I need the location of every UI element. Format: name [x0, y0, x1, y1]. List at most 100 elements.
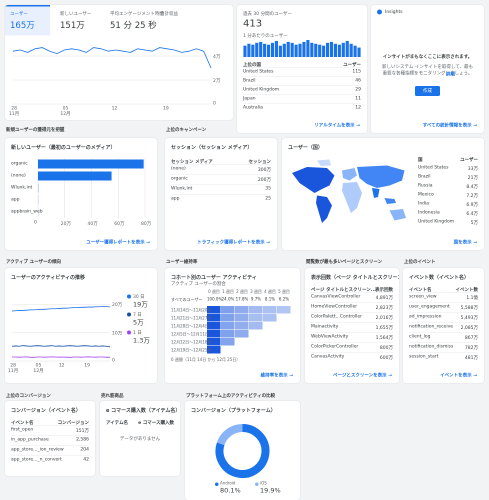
- row-divider: [243, 103, 361, 104]
- card-title: セッション（セッション メディア）: [171, 145, 253, 151]
- section-heading: 上位のコンバージョン: [6, 393, 51, 399]
- table-header: 表示回数: [374, 287, 393, 293]
- table-header: ページ タイトルとスクリーン...: [311, 287, 376, 293]
- legend-value: 19.9%: [260, 487, 281, 495]
- insights-heading: インサイトがまもなくここに表示されます。: [382, 54, 473, 60]
- table-cell: 1.1億: [466, 295, 478, 301]
- row-divider: [171, 174, 271, 175]
- realtime-card: 過去 30 分間のユーザー 413 1 分あたりのユーザー 上位の国 ユーザー Unite…: [237, 5, 367, 133]
- cell-label: 6.2%: [278, 297, 290, 302]
- heat-cell: [207, 330, 221, 338]
- events-card: イベント数（イベント名） イベント名 イベント数 screen_view 1.1億 use…: [403, 268, 484, 383]
- heat-cell: [207, 346, 221, 354]
- x-tick-label: 05 12月: [60, 106, 71, 117]
- report-link[interactable]: ユーザー獲得レポートを表示 →: [86, 240, 150, 245]
- metric-value: 151万: [60, 20, 85, 31]
- table-header: セッション メディア: [171, 159, 213, 165]
- row-label: 11月21日～11月27日: [171, 316, 212, 321]
- bar: [251, 44, 255, 57]
- table-cell: 204: [80, 447, 89, 452]
- row-divider: [311, 332, 393, 333]
- report-link[interactable]: リアルタイムを表示 →: [314, 123, 360, 128]
- row-label: 12月5日～12月11日: [171, 332, 209, 337]
- table-cell: Mexico: [418, 192, 434, 197]
- bar: [267, 44, 271, 57]
- metric-tab-highlight: [5, 5, 50, 36]
- table-cell: notification_dismiss: [409, 344, 454, 349]
- products-card: e コマース購入数（アイテム名） アイテム名 e コマース購入数 データがありません: [100, 401, 180, 476]
- data-line: [11, 306, 111, 312]
- table-cell: 782万: [464, 345, 478, 351]
- bar: [306, 40, 310, 57]
- x-tick-label: 19: [84, 363, 90, 368]
- report-link[interactable]: イベントを表示 →: [440, 373, 477, 378]
- table-cell: 2,085万: [460, 325, 478, 331]
- bar-chart: [243, 40, 361, 57]
- create-button[interactable]: 作成: [415, 86, 440, 96]
- card-title: コホート別のユーザー アクティビティ: [171, 275, 257, 281]
- heat-cell: [235, 314, 249, 322]
- insights-body: 新しいシステム インサイトを取得して、最も重要な各種指標をモニタリングしましょう…: [382, 64, 473, 77]
- heat-cell: [207, 306, 221, 314]
- table-cell: 5万: [470, 220, 478, 226]
- bar: [282, 43, 286, 57]
- bar: [294, 44, 298, 57]
- y-tick-label: app: [11, 197, 20, 202]
- metric-label: 新しいユーザー: [60, 11, 92, 17]
- heat-cell: [221, 306, 235, 314]
- table-cell: WebViewActivity: [311, 334, 349, 339]
- table-cell: CanvasActivity: [311, 354, 345, 359]
- table-cell: India: [418, 201, 430, 206]
- heat-cell: [263, 306, 277, 314]
- report-link[interactable]: 維持率を表示 →: [260, 373, 293, 378]
- heat-cell: [207, 322, 221, 330]
- table-cell: 115: [352, 69, 361, 74]
- legend-value: 1.3万: [133, 337, 150, 345]
- bar: [357, 47, 361, 57]
- section-heading: 閲覧数が最も多いページとスクリーン: [306, 259, 383, 265]
- table-header: e コマース購入数: [138, 420, 174, 426]
- bar: [38, 171, 112, 181]
- card-title: ユーザーのアクティビティの推移: [11, 275, 86, 281]
- data-line: [12, 47, 212, 69]
- heat-cell: [249, 322, 263, 330]
- y-tick-label: 20万: [112, 302, 123, 308]
- table-cell: 600万: [379, 355, 393, 361]
- table-cell: 21万: [467, 175, 478, 181]
- table-cell: United Kingdom: [243, 87, 280, 92]
- insights-more[interactable]: 詳細: [446, 72, 456, 77]
- column-label: 3 週目: [250, 289, 262, 295]
- heat-cell: [221, 330, 235, 338]
- row-divider: [243, 67, 361, 68]
- row-divider: [243, 85, 361, 86]
- donut-slice: [215, 424, 270, 478]
- table-header: 上位の国: [243, 62, 262, 68]
- table-cell: 200万: [257, 177, 271, 183]
- row-divider: [171, 164, 271, 165]
- row-divider: [11, 425, 89, 426]
- row-divider: [311, 292, 393, 293]
- column-label: 0 週目: [208, 289, 220, 295]
- bar: [345, 40, 349, 57]
- table-cell: 2,586: [76, 437, 89, 442]
- row-divider: [409, 342, 478, 343]
- heat-cell: [263, 314, 277, 322]
- world-map: [292, 159, 406, 223]
- section-heading: 売れ筋商品: [101, 393, 124, 399]
- x-tick-label: 19: [163, 106, 169, 111]
- sessions-card: セッション（セッション メディア） セッション メディア セッション (none) 30…: [165, 138, 277, 250]
- realtime-value: 413: [243, 17, 263, 29]
- bar: [286, 41, 290, 57]
- report-link[interactable]: トラフィック獲得レポートを表示 →: [197, 240, 270, 245]
- report-link[interactable]: 国を表示 →: [453, 240, 477, 245]
- report-link[interactable]: すべての統計情報を表示 →: [422, 123, 477, 128]
- table-cell: ColorPalett...Controller: [311, 314, 362, 319]
- row-divider: [409, 292, 478, 293]
- section-heading: 新規ユーザーの獲得元を把握: [6, 127, 65, 133]
- table-header: アイテム名: [106, 420, 129, 426]
- donut-chart: [215, 424, 270, 478]
- report-link[interactable]: ページとスクリーンを表示 →: [332, 373, 392, 378]
- x-tick-label: 12: [111, 106, 118, 111]
- metric-value: 51 分 25 秒: [110, 20, 157, 31]
- table-cell: organic: [171, 176, 188, 181]
